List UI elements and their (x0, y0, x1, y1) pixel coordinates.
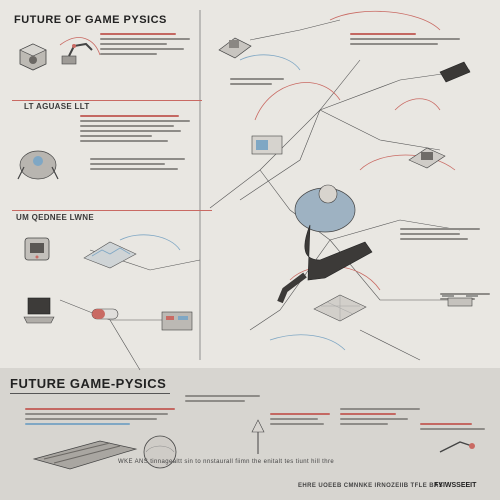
panel-icon (161, 311, 193, 331)
divider-lower (10, 393, 170, 394)
device-cluster-icon (408, 147, 446, 169)
screen-device-icon (439, 61, 471, 83)
text-block-5 (350, 30, 460, 48)
console-icon (24, 237, 50, 261)
text-block-10 (340, 405, 420, 428)
terrain-block-icon (83, 241, 137, 269)
drone-icon (442, 295, 478, 307)
text-block-3 (90, 155, 190, 173)
grid-panel-icon (313, 294, 367, 322)
text-block-11 (420, 420, 485, 433)
laptop-icon (23, 297, 55, 324)
rail-track-icon (32, 440, 138, 470)
text-block-6 (400, 225, 480, 243)
text-block-1 (100, 30, 195, 58)
divider-mid (12, 210, 212, 211)
gadget-icon (251, 135, 283, 155)
text-block-9 (270, 410, 330, 428)
footer-code: FYIWSSEEIT (434, 482, 477, 489)
text-block-2 (80, 112, 190, 145)
pill-capsule-icon (91, 308, 119, 320)
sphere-icon (143, 435, 177, 469)
text-block-12 (185, 392, 260, 405)
lamp-icon (251, 419, 265, 454)
robot-arm-icon (61, 42, 93, 65)
text-block-4 (230, 75, 290, 88)
text-block-8 (25, 405, 175, 428)
mech-figure-icon (17, 150, 59, 180)
tools-icon (439, 441, 475, 453)
page-title: FUTURE OF GAME PYSICS (14, 14, 167, 26)
footer-text-left: WKE ANS tinnagealtt sin to nnstaurall fi… (118, 459, 335, 465)
lower-section (0, 368, 500, 500)
cube-device-icon (19, 43, 47, 71)
falling-figure-icon (277, 184, 373, 304)
footer-text-right: EHRE UOEEB CMNNKE IRNOZEIIB TFLE BAS (298, 483, 444, 489)
lower-title: FUTURE GAME-PYSICS (10, 376, 167, 391)
section-label-b: UM QEDNEE LWNE (16, 213, 94, 222)
machine-icon (218, 37, 252, 59)
divider-top (12, 100, 202, 101)
section-label-a: LT AGUASE LLT (24, 102, 90, 111)
